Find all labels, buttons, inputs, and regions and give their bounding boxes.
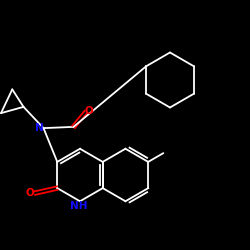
Text: NH: NH [70, 201, 87, 211]
Text: O: O [84, 106, 93, 116]
Text: N: N [36, 123, 44, 133]
Text: O: O [26, 188, 34, 198]
